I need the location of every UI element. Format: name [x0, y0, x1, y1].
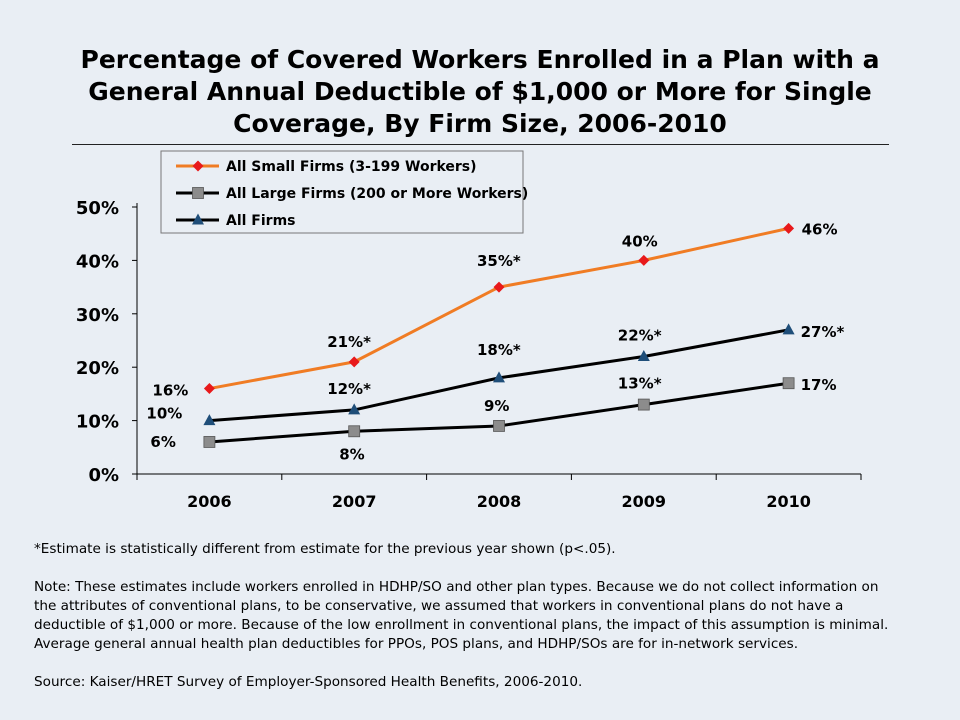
data-label: 46%: [802, 220, 838, 238]
legend-marker: [192, 160, 204, 172]
significance-note: *Estimate is statistically different fro…: [34, 541, 616, 557]
data-label: 16%: [152, 382, 188, 400]
legend-marker: [192, 213, 204, 225]
data-point: [493, 420, 505, 432]
x-tick-label: 2006: [187, 492, 232, 511]
data-label: 12%*: [327, 380, 371, 398]
legend-box: [160, 150, 524, 234]
data-label: 10%: [146, 405, 182, 423]
legend-label: All Small Firms (3-199 Workers): [226, 159, 477, 175]
data-label: 40%: [622, 232, 658, 250]
data-point: [783, 222, 795, 234]
data-point: [203, 414, 216, 426]
y-tick-label: 50%: [76, 198, 119, 219]
title-divider: [72, 144, 889, 145]
data-point: [782, 323, 795, 335]
slide-title: Percentage of Covered Workers Enrolled i…: [80, 45, 880, 138]
legend-marker: [192, 187, 204, 199]
data-point: [782, 377, 795, 390]
data-point: [638, 254, 650, 266]
x-tick-label: 2009: [622, 492, 667, 511]
data-point: [348, 425, 361, 438]
y-tick-label: 0%: [88, 465, 119, 486]
legend-label: All Large Firms (200 or More Workers): [226, 186, 528, 202]
y-tick-label: 20%: [76, 358, 119, 379]
data-label: 22%*: [618, 327, 662, 345]
x-tick-label: 2007: [332, 492, 377, 511]
data-point: [637, 350, 650, 362]
methodology-note: Note: These estimates include workers en…: [34, 579, 889, 652]
legend-label: All Firms: [226, 213, 296, 229]
x-tick-label: 2010: [766, 492, 811, 511]
data-label: 8%: [339, 445, 364, 463]
data-point: [348, 356, 360, 368]
data-point: [203, 383, 215, 395]
data-label: 6%: [150, 433, 175, 451]
x-tick-label: 2008: [477, 492, 522, 511]
data-point: [637, 398, 650, 411]
data-label: 9%: [484, 397, 509, 415]
y-tick-label: 10%: [76, 412, 119, 433]
data-point: [203, 436, 216, 448]
data-point: [493, 281, 505, 293]
data-point: [493, 371, 505, 383]
y-tick-label: 40%: [76, 251, 119, 272]
data-label: 27%*: [801, 323, 845, 341]
footnotes: *Estimate is statistically different fro…: [34, 540, 894, 692]
data-label: 18%*: [477, 341, 521, 359]
data-point: [348, 403, 361, 415]
data-label: 21%*: [327, 333, 371, 351]
data-label: 35%*: [477, 252, 521, 270]
source-note: Source: Kaiser/HRET Survey of Employer-S…: [34, 674, 583, 690]
data-label: 13%*: [618, 375, 662, 393]
y-tick-label: 30%: [76, 305, 119, 326]
data-label: 17%: [801, 376, 837, 394]
